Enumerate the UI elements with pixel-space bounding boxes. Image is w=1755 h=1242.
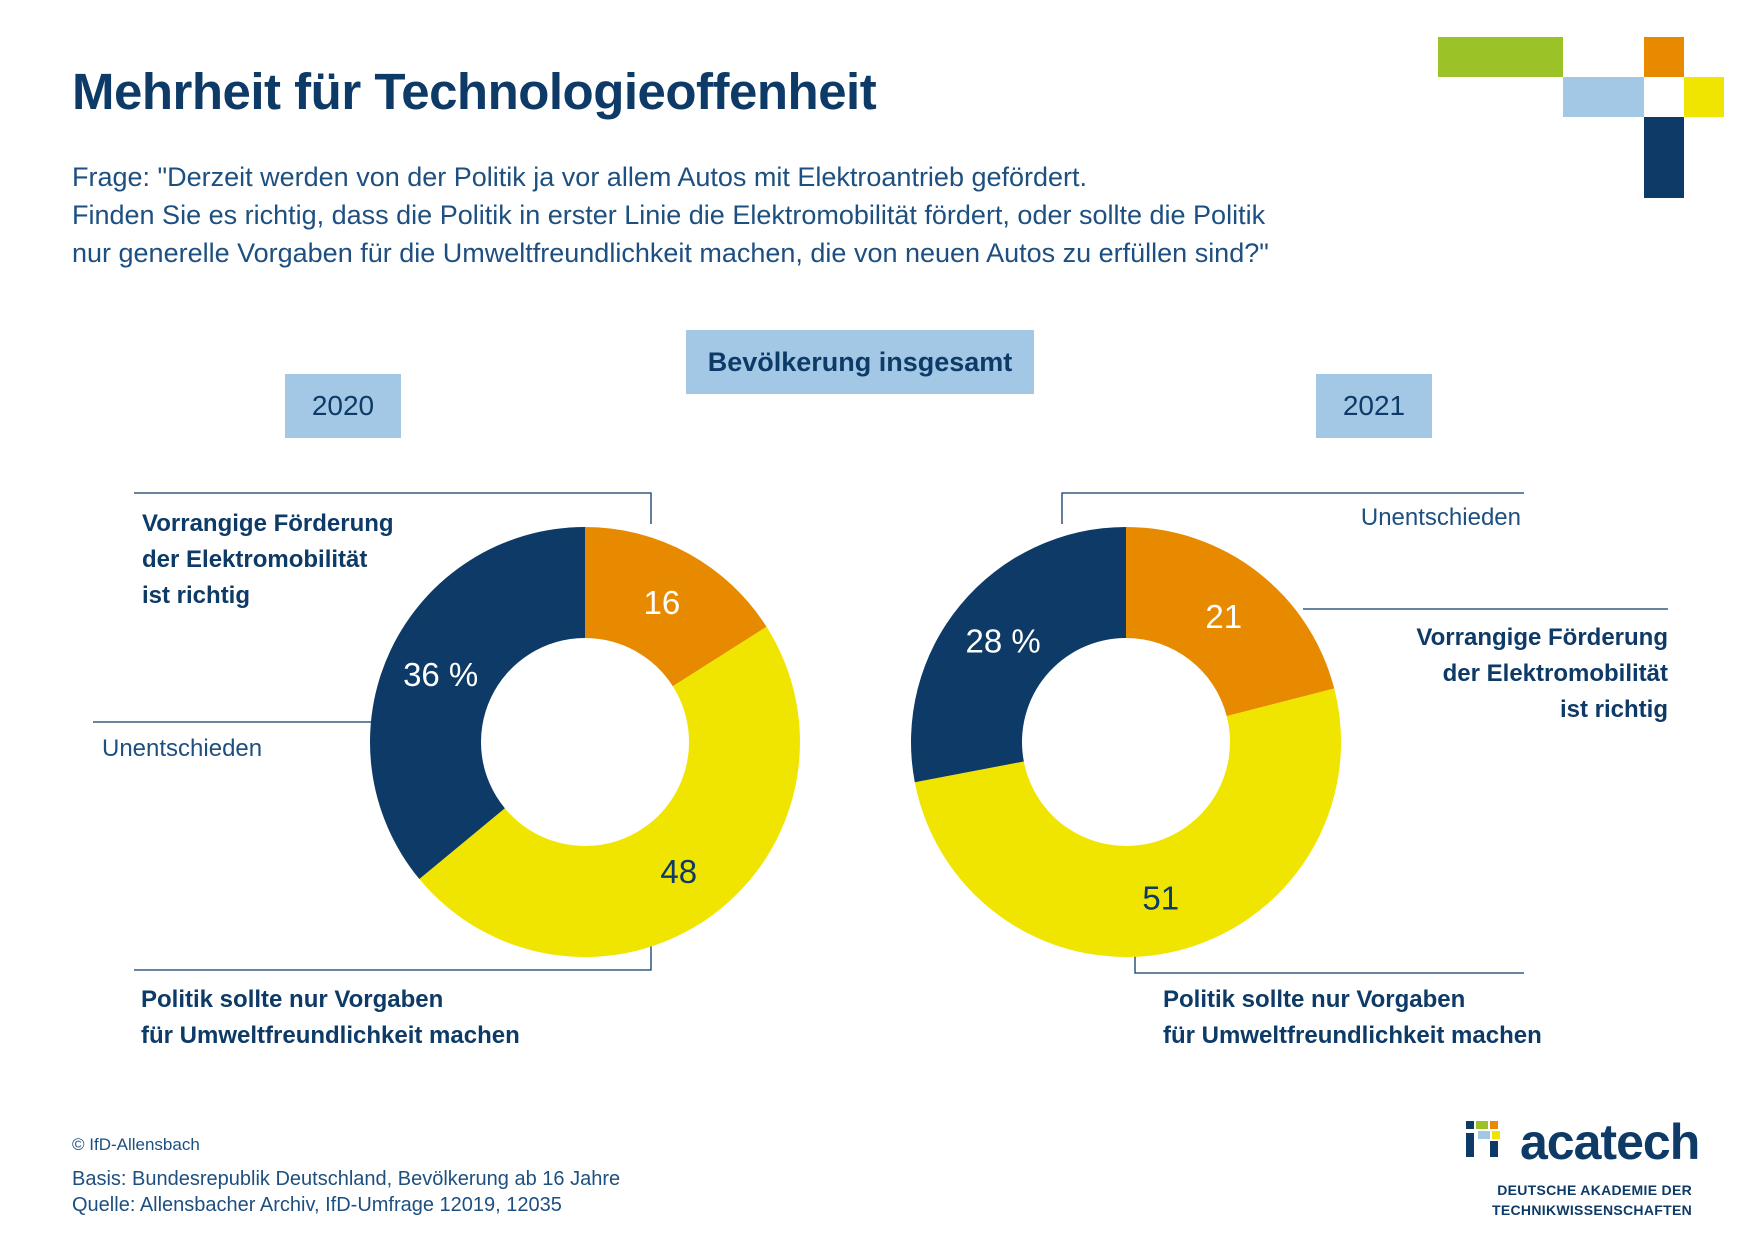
legend-line: der Elektromobilität [1442, 660, 1668, 687]
square-lightblue [1563, 77, 1644, 117]
slice-value-vorgaben-2020: 48 [660, 853, 697, 890]
donut-slice-vorgaben-2021 [914, 688, 1341, 957]
logo-subtitle-line: TECHNIKWISSENSCHAFTEN [1492, 1202, 1692, 1218]
donut-slice-unentschieden-2021 [911, 527, 1126, 783]
donut-slice-unentschieden-2020 [370, 527, 585, 880]
donut-chart-2021: 21 51 28 % [911, 527, 1341, 957]
logo-subtitle: DEUTSCHE AKADEMIE DER TECHNIKWISSENSCHAF… [1480, 1180, 1692, 1220]
page-title: Mehrheit für Technologieoffenheit [72, 63, 877, 120]
legend-line: Politik sollte nur Vorgaben [141, 986, 444, 1013]
quelle-text: Quelle: Allensbacher Archiv, IfD-Umfrage… [72, 1194, 562, 1216]
slice-value-elektro-2021: 21 [1205, 598, 1242, 635]
legend-vorgaben-2020: Politik sollte nur Vorgaben für Umweltfr… [141, 982, 520, 1054]
legend-unentschieden-2021: Unentschieden [1360, 504, 1521, 531]
legend-vorgaben-2021: Politik sollte nur Vorgaben für Umweltfr… [1163, 982, 1542, 1054]
question-text: Frage: "Derzeit werden von der Politik j… [72, 158, 1269, 272]
legend-line: ist richtig [142, 582, 251, 609]
legend-line: Vorrangige Förderung [142, 510, 394, 537]
legend-unentschieden-2020: Unentschieden [102, 735, 263, 762]
slice-value-vorgaben-2021: 51 [1142, 880, 1179, 917]
slice-value-unentschieden-2020: 36 % [403, 656, 478, 693]
slice-value-elektro-2020: 16 [643, 584, 680, 621]
group-label: Bevölkerung insgesamt [686, 330, 1034, 394]
leader-line-unentschieden-2021 [1061, 492, 1524, 524]
legend-line: ist richtig [1559, 696, 1668, 723]
legend-line: Vorrangige Förderung [1416, 624, 1668, 651]
legend-elektro-2021: Vorrangige Förderung der Elektromobilitä… [1380, 620, 1668, 728]
slice-value-unentschieden-2021: 28 % [965, 622, 1040, 659]
logo-subtitle-line: DEUTSCHE AKADEMIE DER [1497, 1182, 1692, 1198]
legend-line: der Elektromobilität [142, 546, 368, 573]
source-notes: Basis: Bundesrepublik Deutschland, Bevöl… [72, 1166, 620, 1218]
logo-mark [1466, 1121, 1510, 1157]
square-orange [1644, 37, 1684, 77]
year-label-2021: 2021 [1316, 374, 1432, 438]
copyright-note: © IfD-Allensbach [72, 1135, 200, 1154]
question-line: nur generelle Vorgaben für die Umweltfre… [72, 238, 1269, 268]
year-label-2020: 2020 [285, 374, 401, 438]
legend-line: für Umweltfreundlichkeit machen [141, 1022, 520, 1049]
question-line: Finden Sie es richtig, dass die Politik … [72, 200, 1266, 230]
question-line: Frage: "Derzeit werden von der Politik j… [72, 162, 1088, 192]
logo-wordmark: acatech [1520, 1114, 1700, 1170]
donut-slice-elektro-2020 [585, 527, 767, 687]
legend-line: Politik sollte nur Vorgaben [1163, 986, 1466, 1013]
donut-chart-2020: 16 48 36 % [370, 527, 801, 958]
square-navy [1644, 117, 1684, 198]
legend-elektro-2020: Vorrangige Förderung der Elektromobilitä… [142, 506, 394, 614]
leader-line-elektro-2020 [134, 492, 652, 524]
square-green [1438, 37, 1563, 77]
donut-slice-vorgaben-2020 [419, 626, 801, 958]
legend-line: für Umweltfreundlichkeit machen [1163, 1022, 1542, 1049]
square-yellow [1684, 77, 1724, 117]
donut-slice-elektro-2021 [1126, 527, 1335, 717]
basis-text: Basis: Bundesrepublik Deutschland, Bevöl… [72, 1168, 621, 1190]
